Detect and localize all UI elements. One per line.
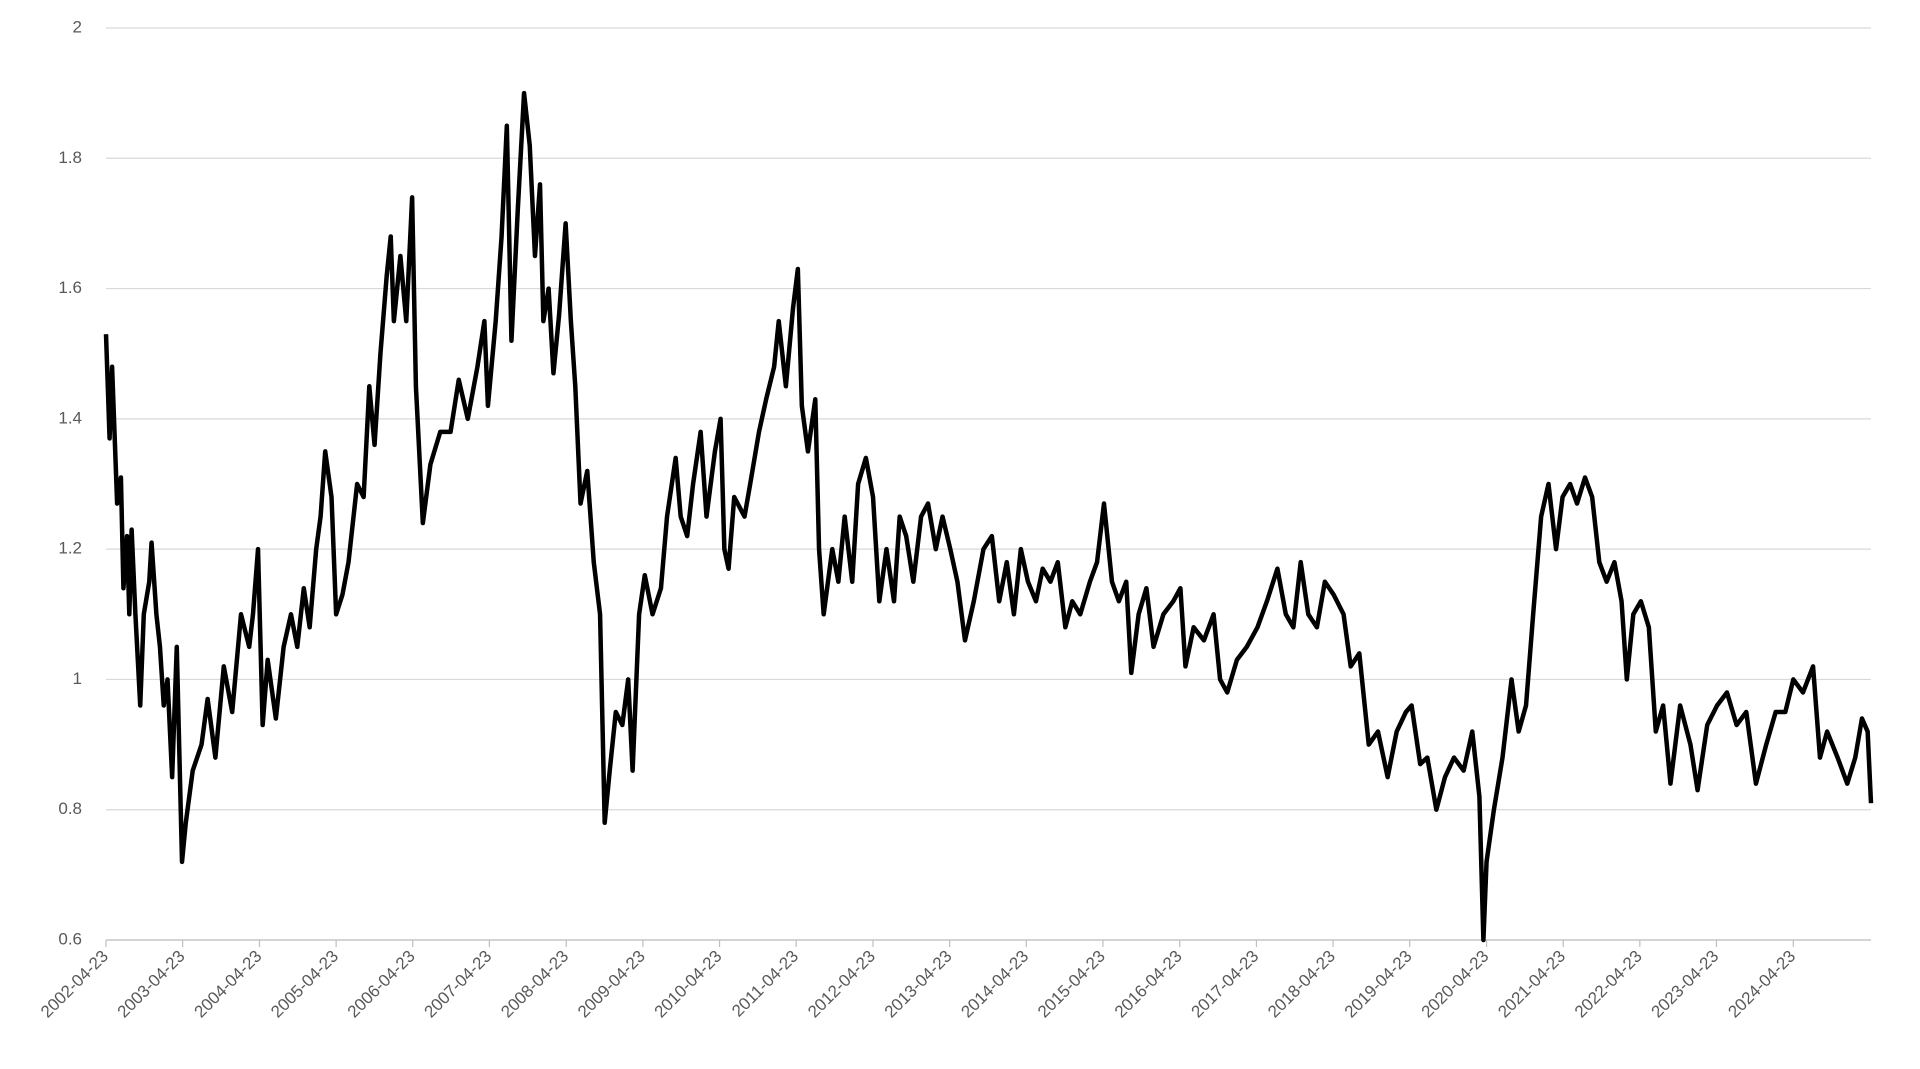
x-tick-label: 2003-04-23 [114,947,189,1022]
x-tick-label: 2004-04-23 [191,947,266,1022]
y-tick-label: 0.8 [58,799,82,818]
x-tick-label: 2016-04-23 [1111,947,1186,1022]
data-line [103,90,1874,943]
y-tick-label: 1.8 [58,148,82,167]
x-tick-label: 2006-04-23 [344,947,419,1022]
y-tick-label: 1.6 [58,278,82,297]
y-tick-label: 2 [73,17,82,36]
x-tick-label: 2018-04-23 [1264,947,1339,1022]
x-tick-label: 2023-04-23 [1648,947,1723,1022]
x-tick-label: 2024-04-23 [1724,947,1799,1022]
x-tick-label: 2013-04-23 [881,947,956,1022]
x-tick-label: 2022-04-23 [1571,947,1646,1022]
x-tick-label: 2011-04-23 [728,947,802,1021]
x-tick-label: 2019-04-23 [1341,947,1416,1022]
x-tick-label: 2005-04-23 [267,947,342,1022]
x-tick-label: 2014-04-23 [957,947,1032,1022]
x-tick-label: 2009-04-23 [574,947,649,1022]
x-tick-label: 2012-04-23 [804,947,879,1022]
y-tick-label: 1 [73,669,82,688]
x-tick-label: 2008-04-23 [497,947,572,1022]
x-tick-label: 2020-04-23 [1418,947,1493,1022]
x-tick-label: 2021-04-23 [1494,947,1569,1022]
y-tick-label: 0.6 [58,929,82,948]
x-tick-label: 2002-04-23 [37,947,112,1022]
x-tick-label: 2017-04-23 [1187,947,1262,1022]
x-tick-label: 2015-04-23 [1034,947,1109,1022]
x-tick-label: 2007-04-23 [420,947,495,1022]
y-tick-label: 1.4 [58,408,82,427]
y-tick-label: 1.2 [58,539,82,558]
x-tick-label: 2010-04-23 [651,947,726,1022]
